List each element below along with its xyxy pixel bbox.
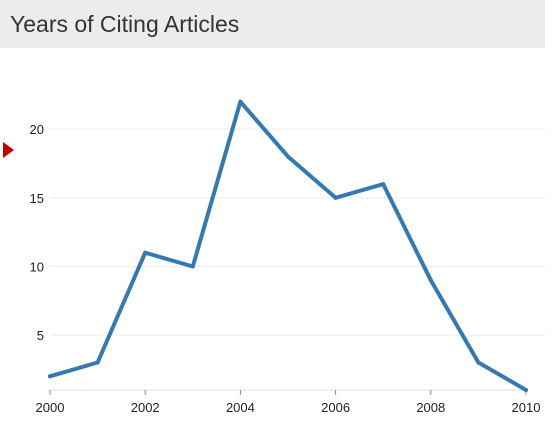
y-tick-label: 20 bbox=[30, 122, 44, 137]
data-point bbox=[476, 360, 481, 365]
y-tick-label: 15 bbox=[30, 191, 44, 206]
data-point bbox=[95, 360, 100, 365]
panel-title: Years of Citing Articles bbox=[10, 11, 240, 37]
data-point bbox=[286, 154, 290, 159]
data-point bbox=[381, 182, 386, 187]
data-point bbox=[190, 264, 195, 269]
data-point bbox=[333, 195, 338, 200]
x-tick-label: 2000 bbox=[36, 400, 65, 415]
x-axis: 2000 2002 2004 2006 2008 2010 bbox=[36, 389, 541, 415]
panel-header: Years of Citing Articles bbox=[0, 0, 545, 48]
y-tick-label: 5 bbox=[37, 328, 44, 343]
x-tick-label: 2004 bbox=[226, 400, 255, 415]
data-point bbox=[238, 99, 243, 104]
data-point bbox=[48, 374, 52, 379]
x-tick-label: 2010 bbox=[512, 400, 541, 415]
series-line bbox=[48, 99, 528, 392]
x-tick-label: 2002 bbox=[131, 400, 160, 415]
x-tick-label: 2008 bbox=[416, 400, 445, 415]
data-point bbox=[428, 278, 433, 283]
annotation-layer bbox=[3, 142, 14, 158]
series-layer bbox=[48, 99, 528, 392]
data-point bbox=[524, 388, 528, 392]
data-point bbox=[143, 250, 148, 255]
y-tick-label: 10 bbox=[30, 259, 44, 274]
pointer-arrow-icon bbox=[3, 142, 14, 158]
x-tick-label: 2006 bbox=[321, 400, 350, 415]
y-axis: 5 10 15 20 bbox=[30, 122, 44, 343]
